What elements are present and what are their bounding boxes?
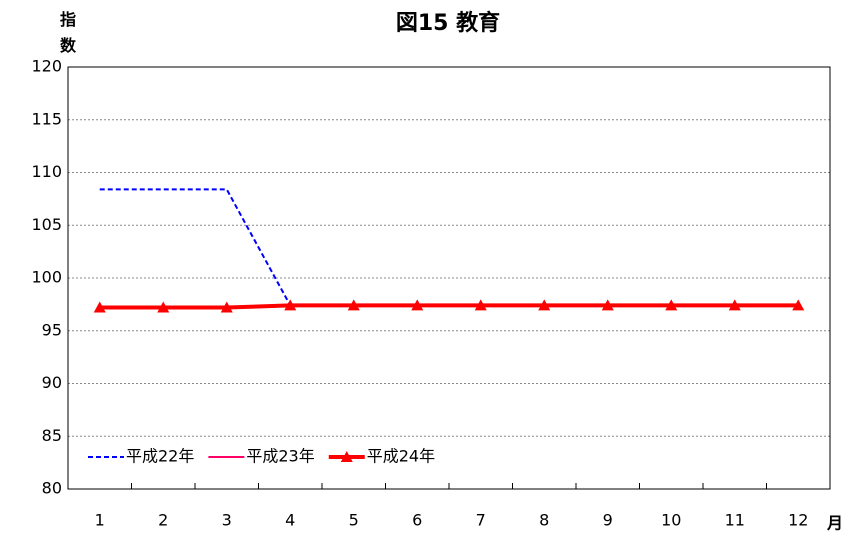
x-tick-label: 5 — [349, 511, 359, 530]
legend-marker — [340, 451, 353, 462]
y-tick-label: 85 — [42, 426, 62, 445]
marker — [474, 299, 487, 311]
marker — [157, 301, 170, 313]
chart-title: 図15 教育 — [396, 10, 500, 36]
y-tick-label: 90 — [42, 373, 62, 392]
x-axis-label: 月 — [826, 514, 843, 533]
x-tick-label: 9 — [603, 511, 613, 530]
marker — [538, 299, 551, 311]
marker — [93, 301, 106, 313]
y-tick-label: 120 — [31, 57, 62, 76]
marker — [284, 299, 297, 311]
y-tick-label: 110 — [31, 162, 62, 181]
marker — [347, 299, 360, 311]
marker — [601, 299, 614, 311]
marker — [728, 299, 741, 311]
x-tick-label: 3 — [222, 511, 232, 530]
x-tick-label: 12 — [788, 511, 808, 530]
x-tick-label: 2 — [158, 511, 168, 530]
y-tick-label: 95 — [42, 320, 62, 339]
x-tick-label: 8 — [539, 511, 549, 530]
legend-label: 平成23年 — [246, 447, 314, 466]
y-tick-label: 80 — [42, 479, 62, 498]
legend-label: 平成22年 — [126, 447, 194, 466]
marker — [792, 299, 805, 311]
y-tick-label: 100 — [31, 268, 62, 287]
x-tick-label: 10 — [661, 511, 681, 530]
x-tick-label: 6 — [412, 511, 422, 530]
y-tick-label: 105 — [31, 215, 62, 234]
legend-label: 平成24年 — [367, 447, 435, 466]
marker — [220, 301, 233, 313]
x-tick-label: 1 — [95, 511, 105, 530]
y-axis-label: 指数 — [60, 10, 77, 55]
series-line — [99, 303, 799, 310]
x-tick-label: 11 — [725, 511, 745, 530]
y-tick-label: 115 — [31, 109, 62, 128]
x-tick-label: 4 — [285, 511, 295, 530]
x-tick-label: 7 — [476, 511, 486, 530]
marker — [665, 299, 678, 311]
marker — [411, 299, 424, 311]
